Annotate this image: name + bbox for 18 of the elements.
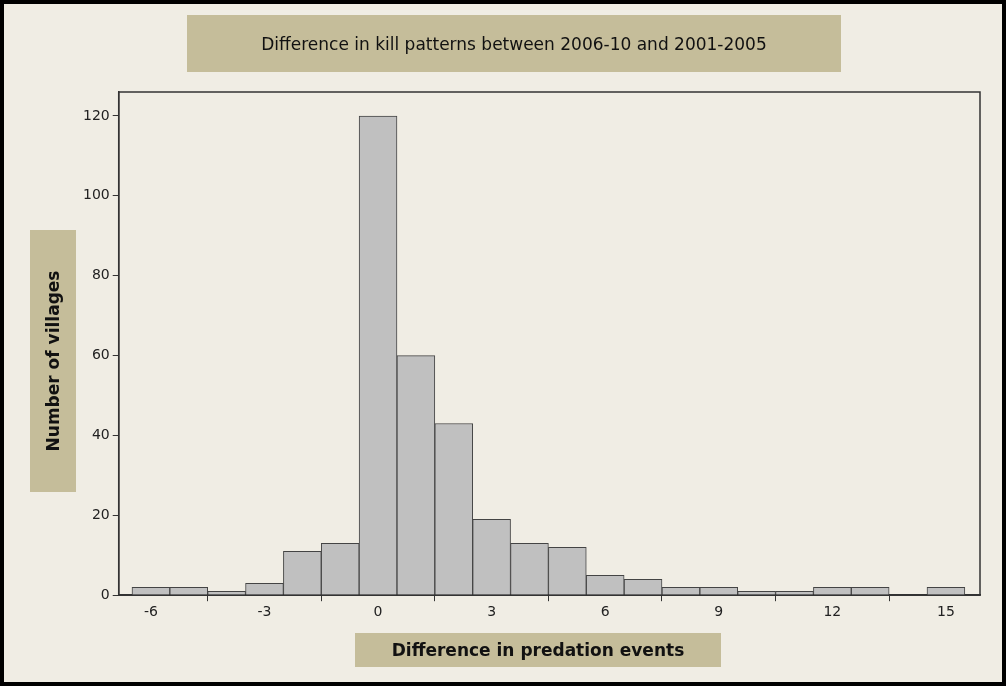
x-tick-label: 9 [714,603,724,620]
y-tick-label: 80 [91,266,110,283]
y-tick-label: 20 [91,505,110,522]
y-tick-label: 100 [82,186,110,203]
x-tick-label: 6 [600,603,610,620]
x-tick-label: 12 [823,603,842,620]
y-tick-label: 0 [100,585,110,602]
x-tick-label: 15 [937,603,955,620]
y-tick-label: 60 [91,346,110,363]
y-axis-title: Number of villages [43,270,64,452]
chart-title: Difference in kill patterns between 2006-10 and 2001-2005 [187,15,841,72]
x-tick-label: 3 [487,603,497,620]
y-tick-label: 40 [91,426,110,443]
x-tick-label: 0 [373,603,383,620]
x-axis-title: Difference in predation events [355,633,721,667]
x-tick-label: -6 [143,603,158,620]
y-tick-label: 120 [82,106,110,123]
x-tick-label: -3 [257,603,272,620]
